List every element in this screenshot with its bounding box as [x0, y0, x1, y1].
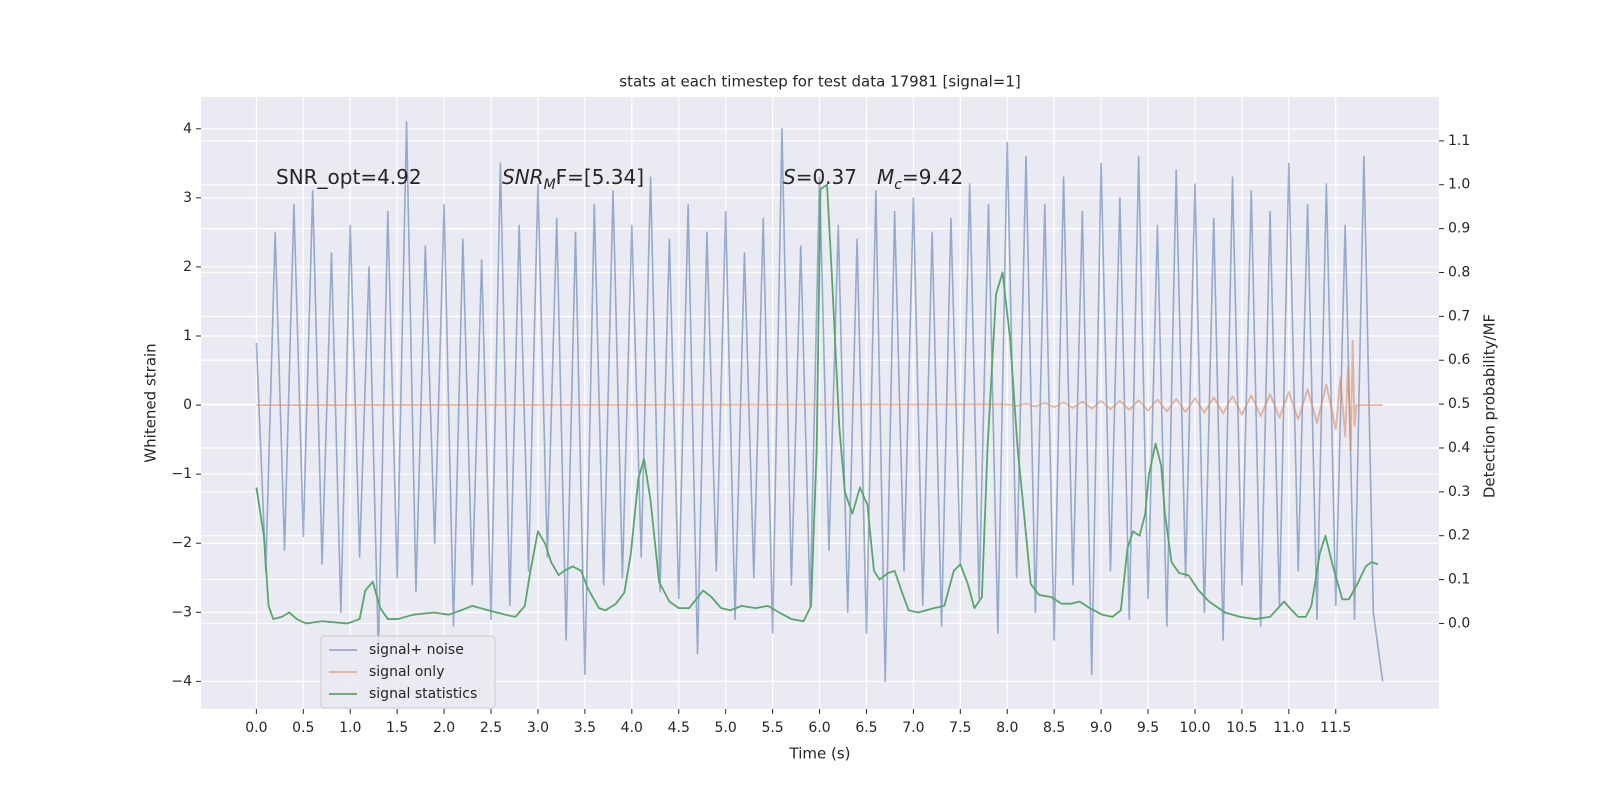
y2-tick-label: 0.1 — [1448, 572, 1470, 588]
y2-tick-label: 0.9 — [1448, 221, 1470, 237]
y2-tick-label: 0.3 — [1448, 484, 1470, 500]
x-tick-label: 0.5 — [292, 720, 314, 736]
y-tick-label: 4 — [183, 121, 192, 137]
annotation: SNRMF=[5.34] — [502, 165, 644, 193]
x-tick-label: 9.5 — [1137, 720, 1159, 736]
y2-tick-label: 0.2 — [1448, 528, 1470, 544]
x-tick-label: 10.0 — [1179, 720, 1210, 736]
x-tick-label: 3.5 — [574, 720, 596, 736]
y2-tick-label: 1.1 — [1448, 133, 1470, 149]
x-axis-label: Time (s) — [789, 745, 851, 763]
y2-tick-label: 0.7 — [1448, 308, 1470, 324]
y-axis-label: Whitened strain — [142, 343, 160, 462]
ticks: 0.0 0.5 1.0 1.5 2.0 2.5 3.0 3.5 4.0 4.5 5.0 5.5 6.0 6… — [171, 121, 1470, 736]
x-tick-label: 8.5 — [1043, 720, 1065, 736]
legend-box — [320, 635, 496, 709]
x-tick-label: 1.5 — [386, 720, 408, 736]
x-tick-label: 7.0 — [902, 720, 924, 736]
legend-label: signal statistics — [369, 686, 477, 702]
annotation-main: SNR_opt=4.92 — [276, 165, 422, 189]
y2-axis-label: Detection probability/MF — [1481, 314, 1499, 498]
x-tick-label: 8.0 — [996, 720, 1018, 736]
y-tick-label: −2 — [171, 535, 192, 551]
y2-tick-label: 1.0 — [1448, 177, 1470, 193]
plot-lines — [255, 121, 1384, 683]
annotation-tail: =9.42 — [902, 165, 963, 189]
y-tick-label: 3 — [183, 190, 192, 206]
annotation-main: M — [877, 165, 894, 189]
chart-title: stats at each timestep for test data 179… — [619, 73, 1020, 91]
annotations: SNR_opt=4.92 SNRMF=[5.34] S=0.37 Mc=9.42 — [276, 165, 963, 193]
annotation: S=0.37 — [783, 165, 857, 189]
y-tick-label: 2 — [183, 259, 192, 275]
x-tick-label: 5.0 — [715, 720, 737, 736]
annotation-main: S — [783, 165, 796, 189]
y2-tick-label: 0.4 — [1448, 440, 1470, 456]
x-tick-label: 7.5 — [949, 720, 971, 736]
x-tick-label: 11.5 — [1320, 720, 1351, 736]
annotation: Mc=9.42 — [877, 165, 963, 193]
series-line — [256, 339, 1383, 451]
x-tick-label: 4.5 — [668, 720, 690, 736]
x-tick-label: 1.0 — [339, 720, 361, 736]
y2-tick-label: 0.6 — [1448, 352, 1470, 368]
x-tick-label: 2.5 — [480, 720, 502, 736]
y-tick-label: −4 — [171, 673, 192, 689]
annotation-tail: F=[5.34] — [556, 165, 644, 189]
annotation-sub: c — [894, 177, 902, 193]
annotation-main: SNR — [502, 165, 544, 189]
legend-label: signal+ noise — [369, 642, 464, 658]
series-line — [255, 121, 1384, 683]
series-line — [255, 183, 1379, 625]
legend: signal+ noise signal only signal statistic… — [320, 635, 496, 709]
x-tick-label: 0.0 — [245, 720, 267, 736]
y-tick-label: 0 — [183, 397, 192, 413]
legend-label: signal only — [369, 664, 444, 680]
x-tick-label: 3.0 — [527, 720, 549, 736]
x-tick-label: 4.0 — [621, 720, 643, 736]
x-tick-label: 9.0 — [1090, 720, 1112, 736]
x-tick-label: 6.0 — [808, 720, 830, 736]
x-tick-label: 5.5 — [761, 720, 783, 736]
y-tick-label: 1 — [183, 328, 192, 344]
x-tick-label: 11.0 — [1273, 720, 1304, 736]
y-tick-label: −1 — [171, 466, 192, 482]
y-tick-label: −3 — [171, 604, 192, 620]
y2-tick-label: 0.0 — [1448, 615, 1470, 631]
annotation: SNR_opt=4.92 — [276, 165, 422, 189]
x-tick-label: 6.5 — [855, 720, 877, 736]
x-tick-label: 10.5 — [1226, 720, 1257, 736]
y2-tick-label: 0.8 — [1448, 264, 1470, 280]
y2-tick-label: 0.5 — [1448, 396, 1470, 412]
x-tick-label: 2.0 — [433, 720, 455, 736]
annotation-tail: =0.37 — [796, 165, 857, 189]
annotation-sub: M — [544, 177, 556, 193]
